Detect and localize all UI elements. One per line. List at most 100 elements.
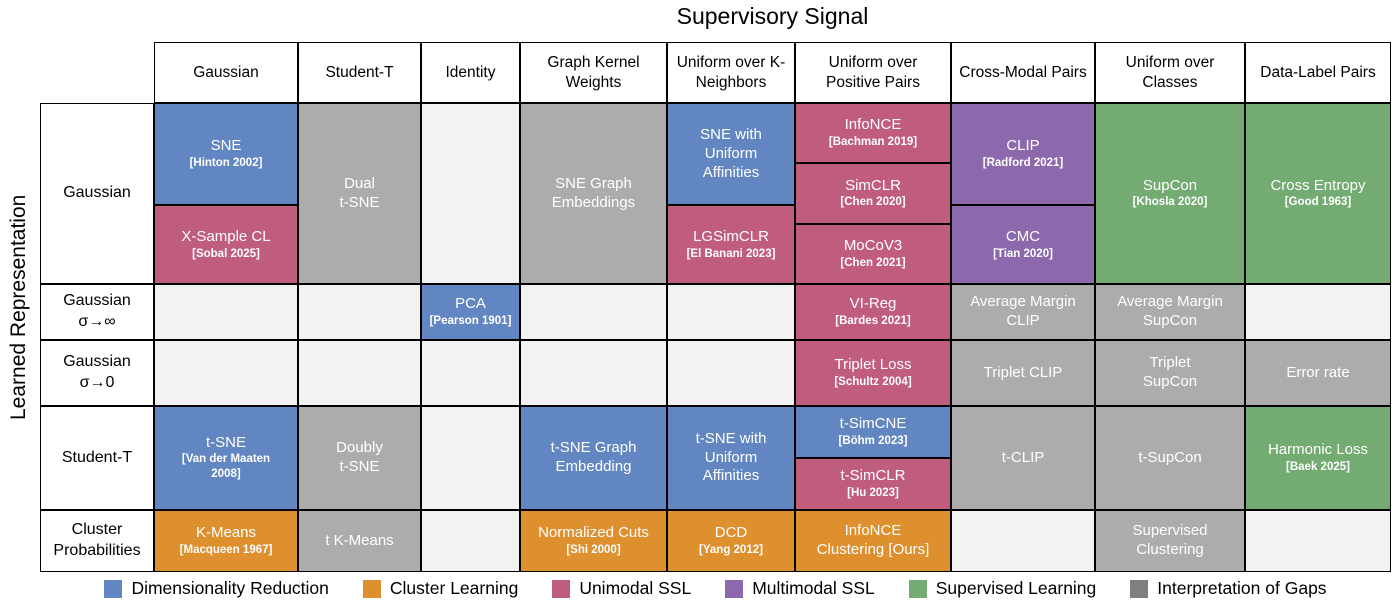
- method-name: Dual t-SNE: [339, 174, 380, 211]
- matrix-cell: [421, 510, 520, 572]
- column-header: Student-T: [298, 42, 421, 103]
- method-citation: [Tian 2020]: [993, 247, 1053, 260]
- column-header: Uniform over Positive Pairs: [795, 42, 951, 103]
- method-block: Average Margin SupCon: [1096, 285, 1244, 339]
- matrix-cell: [421, 103, 520, 284]
- method-block: Supervised Clustering: [1096, 511, 1244, 571]
- method-name: Triplet Loss: [834, 356, 912, 374]
- matrix-cell: [667, 284, 795, 340]
- matrix-cell: [298, 284, 421, 340]
- method-name: Average Margin CLIP: [970, 293, 1076, 329]
- method-name: Doubly t-SNE: [336, 439, 383, 475]
- method-block: Doubly t-SNE: [299, 407, 420, 509]
- matrix-cell: [154, 340, 298, 406]
- method-citation: [Bardes 2021]: [835, 314, 911, 327]
- method-name: SupCon: [1142, 176, 1198, 194]
- method-name: t-SimCNE: [839, 415, 907, 433]
- matrix-cell: InfoNCE Clustering [Ours]: [795, 510, 951, 572]
- row-label: Student-T: [40, 406, 154, 510]
- legend-item: Unimodal SSL: [552, 578, 691, 599]
- legend-item: Cluster Learning: [362, 578, 518, 599]
- method-citation: [Böhm 2023]: [838, 434, 908, 447]
- method-citation: [Sobal 2025]: [192, 247, 260, 260]
- legend-label: Unimodal SSL: [579, 578, 692, 598]
- method-block: t-SupCon: [1096, 407, 1244, 509]
- matrix-cell: [951, 510, 1095, 572]
- matrix-cell: Average Margin SupCon: [1095, 284, 1245, 340]
- method-citation: [Radford 2021]: [982, 157, 1064, 170]
- method-block: InfoNCE Clustering [Ours]: [796, 511, 950, 571]
- method-block: K-Means [Macqueen 1967]: [155, 511, 297, 571]
- method-name: SimCLR: [845, 176, 901, 194]
- matrix-cell: [421, 406, 520, 510]
- method-name: t-SimCLR: [840, 467, 906, 485]
- method-name: InfoNCE Clustering [Ours]: [816, 522, 930, 558]
- row-label: Gaussian: [40, 103, 154, 284]
- method-name: DCD: [714, 524, 748, 542]
- method-citation: [Bachman 2019]: [828, 136, 918, 149]
- legend-swatch: [362, 579, 381, 598]
- matrix-cell: Triplet CLIP: [951, 340, 1095, 406]
- method-block: t-SNE Graph Embedding: [521, 407, 666, 509]
- matrix-cell: Triplet Loss [Schultz 2004]: [795, 340, 951, 406]
- method-block: CMC [Tian 2020]: [952, 204, 1094, 283]
- legend-label: Supervised Learning: [935, 578, 1097, 598]
- method-name: SNE with Uniform Affinities: [700, 126, 762, 181]
- column-header: Data-Label Pairs: [1245, 42, 1391, 103]
- matrix-cell: [520, 284, 667, 340]
- matrix-cell: SNE [Hinton 2002] X-Sample CL [Sobal 2025]: [154, 103, 298, 284]
- method-block: VI-Reg [Bardes 2021]: [796, 285, 950, 339]
- method-citation: [Chen 2020]: [840, 196, 906, 209]
- method-name: Triplet CLIP: [983, 363, 1063, 381]
- matrix-cell: PCA [Pearson 1901]: [421, 284, 520, 340]
- matrix-cell: t-SupCon: [1095, 406, 1245, 510]
- matrix-cell: [1245, 284, 1391, 340]
- matrix-cell: InfoNCE [Bachman 2019] SimCLR [Chen 2020] Mo…: [795, 103, 951, 284]
- method-name: K-Means: [195, 524, 257, 542]
- method-citation: [Chen 2021]: [840, 256, 906, 269]
- method-name: VI-Reg: [849, 295, 897, 313]
- matrix-cell: Error rate: [1245, 340, 1391, 406]
- matrix-cell: Dual t-SNE: [298, 103, 421, 284]
- legend-swatch: [104, 579, 123, 598]
- method-citation: [El Banani 2023]: [686, 247, 776, 260]
- legend-item: Multimodal SSL: [725, 578, 875, 599]
- row-label: Cluster Probabilities: [40, 510, 154, 572]
- method-block: t-SimCNE [Böhm 2023]: [796, 407, 950, 457]
- row-label: Gaussian σ→0: [40, 340, 154, 406]
- method-name: Triplet SupCon: [1142, 354, 1198, 390]
- method-block: LGSimCLR [El Banani 2023]: [668, 204, 794, 283]
- method-block: InfoNCE [Bachman 2019]: [796, 104, 950, 163]
- method-block: MoCoV3 [Chen 2021]: [796, 222, 950, 283]
- legend-swatch: [908, 579, 927, 598]
- matrix-cell: DCD [Yang 2012]: [667, 510, 795, 572]
- method-block: Error rate: [1246, 341, 1390, 405]
- method-block: Harmonic Loss [Baek 2025]: [1246, 407, 1390, 509]
- method-name: CLIP: [1006, 137, 1040, 155]
- method-block: t-SimCLR [Hu 2023]: [796, 457, 950, 509]
- method-name: t K-Means: [325, 531, 394, 549]
- legend-swatch: [1130, 579, 1149, 598]
- method-name: t-SNE with Uniform Affinities: [695, 429, 767, 485]
- matrix-cell: t K-Means: [298, 510, 421, 572]
- method-citation: [Hu 2023]: [847, 486, 899, 499]
- method-block: SNE Graph Embeddings: [521, 104, 666, 283]
- legend-swatch: [552, 579, 571, 598]
- column-header: Cross-Modal Pairs: [951, 42, 1095, 103]
- matrix-cell: [1245, 510, 1391, 572]
- matrix-cell: SNE with Uniform Affinities LGSimCLR [El B…: [667, 103, 795, 284]
- method-citation: [Baek 2025]: [1286, 460, 1350, 473]
- method-block: Triplet CLIP: [952, 341, 1094, 405]
- matrix-cell: SupCon [Khosla 2020]: [1095, 103, 1245, 284]
- method-block: Cross Entropy [Good 1963]: [1246, 104, 1390, 283]
- legend: Dimensionality Reduction Cluster Learning…: [40, 578, 1391, 599]
- method-name: MoCoV3: [843, 236, 903, 254]
- matrix-cell: Cross Entropy [Good 1963]: [1245, 103, 1391, 284]
- method-block: Triplet SupCon: [1096, 341, 1244, 405]
- method-block: SimCLR [Chen 2020]: [796, 162, 950, 223]
- matrix-cell: Triplet SupCon: [1095, 340, 1245, 406]
- method-name: SNE: [210, 137, 242, 155]
- method-name: LGSimCLR: [693, 227, 769, 245]
- matrix-cell: [520, 340, 667, 406]
